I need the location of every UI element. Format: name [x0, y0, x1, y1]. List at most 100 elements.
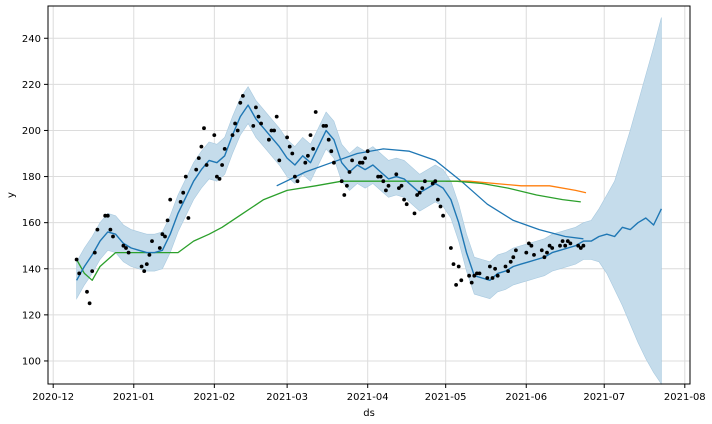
observed-point — [576, 243, 581, 248]
observed-point — [332, 160, 336, 165]
observed-point — [399, 183, 404, 188]
observed-point — [430, 181, 435, 186]
observed-point — [306, 153, 310, 158]
observed-point — [503, 264, 508, 269]
observed-point — [295, 179, 300, 184]
observed-point — [386, 183, 391, 188]
observed-point — [103, 213, 108, 218]
observed-point — [459, 278, 464, 283]
observed-point — [469, 280, 474, 285]
observed-point — [508, 259, 513, 264]
observed-point — [212, 133, 217, 138]
observed-point — [456, 264, 461, 269]
observed-point — [532, 253, 536, 257]
x-tick-label: 2020-12 — [32, 392, 74, 403]
observed-point — [168, 197, 173, 202]
observed-point — [222, 147, 227, 151]
observed-point — [495, 273, 500, 278]
observed-point — [511, 255, 516, 260]
observed-point — [378, 174, 383, 179]
observed-point — [121, 243, 126, 248]
observed-point — [441, 213, 445, 218]
x-axis-ticks: 2020-12 2021-01 2021-02 2021-03 2021-04 2021-… — [32, 384, 706, 403]
x-axis-label: ds — [363, 408, 375, 419]
observed-point — [144, 262, 149, 266]
observed-point — [558, 243, 562, 248]
observed-point — [165, 218, 170, 223]
observed-point — [563, 243, 568, 248]
observed-point — [95, 227, 100, 232]
series-lines — [75, 104, 663, 281]
observed-point — [467, 273, 471, 278]
observed-point — [77, 271, 82, 276]
observed-point — [259, 121, 263, 126]
observed-point — [490, 276, 495, 280]
observed-point — [342, 193, 347, 197]
observed-point — [217, 177, 222, 181]
plot-frame — [47, 5, 691, 385]
observed-point — [550, 246, 555, 250]
observed-point — [350, 158, 354, 163]
y-tick-label: 200 — [22, 126, 41, 137]
observed-point — [423, 179, 427, 184]
observed-point — [126, 250, 131, 255]
observed-point — [397, 186, 401, 191]
trend-line-orange — [445, 180, 587, 194]
trend-line-blue — [276, 148, 584, 240]
observed-point — [308, 133, 313, 138]
observed-point — [204, 163, 209, 167]
observed-point — [290, 151, 295, 156]
observed-point — [345, 183, 349, 188]
observed-point — [313, 110, 318, 114]
observed-point — [196, 156, 201, 161]
observed-point — [565, 239, 570, 244]
observed-point — [347, 170, 352, 174]
observed-point — [506, 269, 510, 273]
x-tick-label: 2021-08 — [664, 392, 706, 403]
observed-point — [384, 188, 388, 193]
observed-point — [111, 234, 115, 239]
observed-point — [241, 94, 245, 98]
y-tick-label: 160 — [22, 218, 41, 229]
observed-point — [404, 202, 409, 207]
observed-point — [220, 163, 225, 167]
observed-point — [449, 246, 453, 250]
observed-point — [108, 227, 113, 232]
observed-point — [142, 269, 147, 273]
observed-point — [233, 121, 238, 126]
observed-point — [183, 174, 188, 179]
observed-point — [542, 255, 547, 260]
observed-point — [394, 172, 399, 177]
observed-point — [514, 248, 518, 253]
observed-point — [358, 160, 362, 165]
x-tick-label: 2021-07 — [583, 392, 625, 403]
observed-point — [420, 186, 425, 191]
observed-point — [329, 149, 334, 154]
y-tick-label: 100 — [22, 356, 41, 367]
observed-point — [488, 264, 492, 269]
observed-point — [477, 271, 482, 276]
y-tick-label: 240 — [22, 34, 41, 45]
observed-point — [524, 250, 529, 255]
observed-point — [272, 128, 276, 133]
y-tick-label: 220 — [22, 80, 41, 91]
observed-point — [321, 124, 326, 128]
observed-point — [87, 301, 92, 306]
observed-point — [287, 144, 292, 149]
observed-point — [160, 232, 165, 237]
observed-point — [415, 193, 419, 197]
observed-point — [139, 264, 144, 269]
observed-point — [485, 276, 490, 280]
observed-point — [324, 124, 328, 128]
observed-point — [105, 213, 110, 218]
y-tick-label: 180 — [22, 172, 41, 183]
observed-point — [267, 137, 271, 142]
observed-point — [238, 100, 243, 105]
observed-point — [402, 197, 406, 202]
observed-point — [527, 241, 531, 246]
observed-point — [124, 246, 128, 250]
observed-point — [254, 105, 258, 110]
observed-points — [74, 94, 586, 306]
observed-point — [360, 160, 365, 165]
observed-point — [412, 211, 417, 216]
